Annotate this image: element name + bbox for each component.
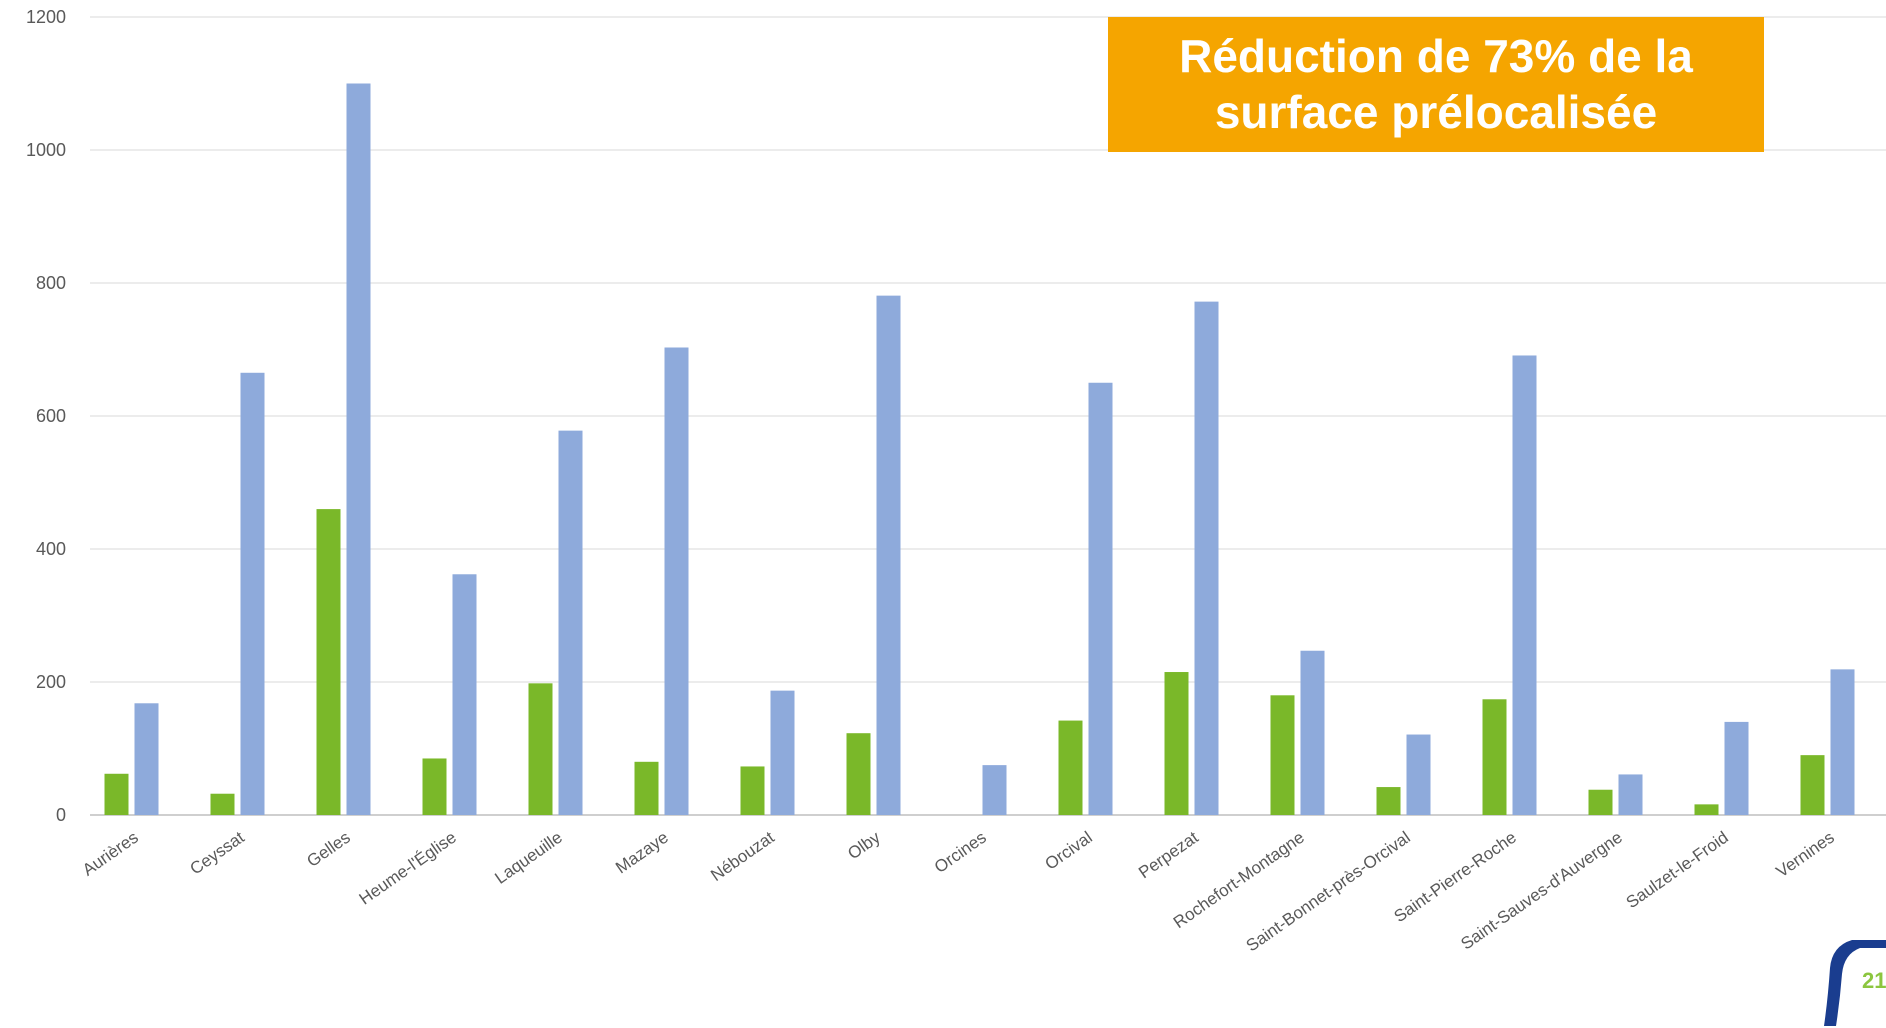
y-tick-label: 800 (36, 273, 66, 293)
x-axis-category-labels: Aurières Ceyssat Gelles Heume-l'Église Laque… (79, 827, 1838, 955)
callout-line-2: surface prélocalisée (1214, 85, 1658, 138)
bar-series-2 (1088, 382, 1113, 815)
bar-series-1 (1376, 787, 1401, 815)
bar-series-2 (134, 703, 159, 815)
bars (104, 83, 1855, 815)
page-number: 21 (1862, 968, 1886, 993)
bar-series-1 (740, 766, 765, 815)
y-axis-tick-labels: 0 200 400 600 800 1000 1200 (26, 7, 66, 825)
bar-series-2 (1512, 355, 1537, 815)
bar-series-1 (1270, 695, 1295, 815)
reduction-callout-box: Réduction de 73% de la surface prélocali… (1108, 17, 1764, 152)
y-tick-label: 600 (36, 406, 66, 426)
bar-series-2 (346, 83, 371, 815)
y-tick-label: 1200 (26, 7, 66, 27)
gridlines (90, 16, 1886, 816)
bar-series-1 (1164, 672, 1189, 815)
y-tick-label: 200 (36, 672, 66, 692)
bar-series-2 (1724, 721, 1749, 815)
x-category-label: Saulzet-le-Froid (1623, 828, 1732, 912)
bar-series-1 (210, 793, 235, 815)
bar-series-2 (1618, 774, 1643, 815)
x-category-label: Orcines (931, 828, 990, 877)
y-tick-label: 1000 (26, 140, 66, 160)
x-category-label: Perpezat (1135, 828, 1202, 883)
callout-line-1: Réduction de 73% de la (1179, 29, 1693, 82)
bar-series-2 (1300, 650, 1325, 815)
bar-series-1 (104, 773, 129, 815)
bar-series-2 (558, 430, 583, 815)
x-category-label: Vernines (1773, 828, 1838, 882)
bar-series-1 (1588, 789, 1613, 815)
bar-series-2 (1406, 734, 1431, 815)
bar-series-2 (876, 295, 901, 815)
bar-series-1 (422, 758, 447, 815)
bar-series-2 (982, 765, 1007, 815)
bar-series-1 (1482, 699, 1507, 815)
bar-series-1 (1058, 720, 1083, 815)
bar-series-1 (528, 683, 553, 815)
page-badge-icon (1824, 940, 1886, 1026)
bar-series-2 (664, 347, 689, 815)
x-category-label: Gelles (303, 828, 353, 871)
bar-series-1 (316, 509, 341, 815)
x-category-label: Mazaye (612, 828, 672, 878)
y-tick-label: 400 (36, 539, 66, 559)
x-category-label: Heume-l'Église (356, 828, 460, 909)
bar-series-2 (452, 574, 477, 815)
y-tick-label: 0 (56, 805, 66, 825)
bar-series-1 (1694, 804, 1719, 815)
bar-series-2 (1194, 301, 1219, 815)
bar-series-2 (240, 372, 265, 815)
x-category-label: Orcival (1042, 828, 1096, 874)
bar-series-2 (770, 690, 795, 815)
x-category-label: Laqueuille (491, 828, 565, 888)
x-category-label: Ceyssat (187, 828, 248, 879)
x-category-label: Olby (844, 827, 884, 863)
bar-series-2 (1830, 669, 1855, 815)
bar-series-1 (634, 761, 659, 815)
bar-series-1 (846, 733, 871, 815)
x-category-label: Nébouzat (707, 828, 778, 885)
x-category-label: Aurières (79, 828, 142, 880)
bar-series-1 (1800, 755, 1825, 815)
